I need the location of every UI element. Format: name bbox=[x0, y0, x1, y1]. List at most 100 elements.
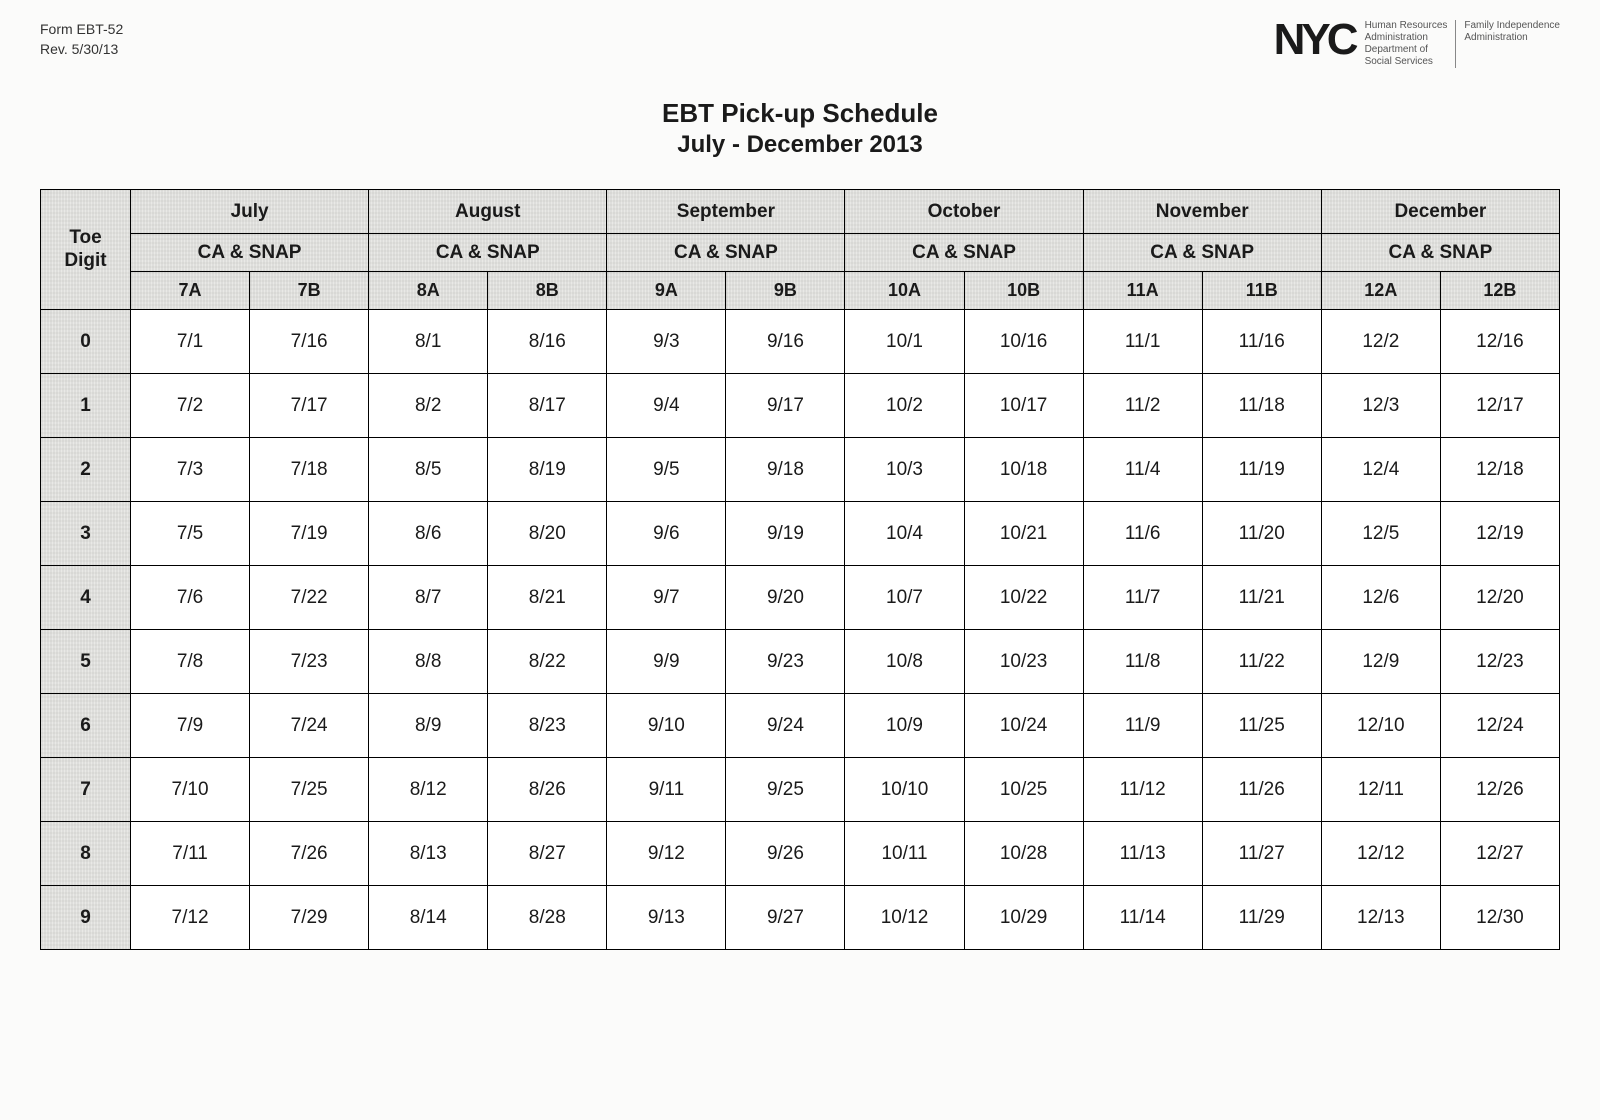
date-cell: 7/5 bbox=[131, 502, 250, 566]
date-cell: 12/12 bbox=[1321, 822, 1440, 886]
date-cell: 9/24 bbox=[726, 694, 845, 758]
date-cell: 9/7 bbox=[607, 566, 726, 630]
table-row: 37/57/198/68/209/69/1910/410/2111/611/20… bbox=[41, 502, 1560, 566]
date-cell: 10/2 bbox=[845, 374, 964, 438]
date-cell: 8/5 bbox=[369, 438, 488, 502]
dept-line: Human Resources bbox=[1365, 20, 1448, 32]
date-cell: 8/8 bbox=[369, 630, 488, 694]
program-header: CA & SNAP bbox=[369, 234, 607, 272]
date-cell: 7/2 bbox=[131, 374, 250, 438]
date-cell: 8/6 bbox=[369, 502, 488, 566]
date-cell: 8/27 bbox=[488, 822, 607, 886]
toe-digit-header: Toe Digit bbox=[41, 190, 131, 310]
date-cell: 9/17 bbox=[726, 374, 845, 438]
header-row-ab: 7A7B8A8B9A9B10A10B11A11B12A12B bbox=[41, 272, 1560, 310]
toe-digit-cell: 3 bbox=[41, 502, 131, 566]
date-cell: 9/20 bbox=[726, 566, 845, 630]
table-body: 07/17/168/18/169/39/1610/110/1611/111/16… bbox=[41, 310, 1560, 950]
toe-digit-cell: 9 bbox=[41, 886, 131, 950]
date-cell: 11/9 bbox=[1083, 694, 1202, 758]
date-cell: 10/8 bbox=[845, 630, 964, 694]
date-cell: 12/20 bbox=[1440, 566, 1559, 630]
period-b-header: 9B bbox=[726, 272, 845, 310]
date-cell: 10/29 bbox=[964, 886, 1083, 950]
date-cell: 8/19 bbox=[488, 438, 607, 502]
date-cell: 7/3 bbox=[131, 438, 250, 502]
date-cell: 10/18 bbox=[964, 438, 1083, 502]
date-cell: 12/24 bbox=[1440, 694, 1559, 758]
table-row: 57/87/238/88/229/99/2310/810/2311/811/22… bbox=[41, 630, 1560, 694]
date-cell: 7/10 bbox=[131, 758, 250, 822]
date-cell: 12/16 bbox=[1440, 310, 1559, 374]
date-cell: 10/3 bbox=[845, 438, 964, 502]
toe-digit-cell: 4 bbox=[41, 566, 131, 630]
date-cell: 8/7 bbox=[369, 566, 488, 630]
date-cell: 12/10 bbox=[1321, 694, 1440, 758]
page-header: Form EBT-52 Rev. 5/30/13 NYC Human Resou… bbox=[40, 20, 1560, 68]
date-cell: 10/7 bbox=[845, 566, 964, 630]
date-cell: 12/26 bbox=[1440, 758, 1559, 822]
title-line-1: EBT Pick-up Schedule bbox=[40, 98, 1560, 129]
date-cell: 8/9 bbox=[369, 694, 488, 758]
period-b-header: 8B bbox=[488, 272, 607, 310]
period-a-header: 10A bbox=[845, 272, 964, 310]
period-b-header: 11B bbox=[1202, 272, 1321, 310]
date-cell: 12/23 bbox=[1440, 630, 1559, 694]
table-row: 77/107/258/128/269/119/2510/1010/2511/12… bbox=[41, 758, 1560, 822]
date-cell: 12/30 bbox=[1440, 886, 1559, 950]
date-cell: 12/3 bbox=[1321, 374, 1440, 438]
date-cell: 7/18 bbox=[250, 438, 369, 502]
period-b-header: 12B bbox=[1440, 272, 1559, 310]
date-cell: 12/13 bbox=[1321, 886, 1440, 950]
date-cell: 11/27 bbox=[1202, 822, 1321, 886]
date-cell: 12/6 bbox=[1321, 566, 1440, 630]
toe-digit-cell: 7 bbox=[41, 758, 131, 822]
date-cell: 7/29 bbox=[250, 886, 369, 950]
date-cell: 8/2 bbox=[369, 374, 488, 438]
title-line-2: July - December 2013 bbox=[40, 131, 1560, 159]
date-cell: 9/10 bbox=[607, 694, 726, 758]
date-cell: 11/16 bbox=[1202, 310, 1321, 374]
date-cell: 10/21 bbox=[964, 502, 1083, 566]
date-cell: 9/19 bbox=[726, 502, 845, 566]
period-a-header: 8A bbox=[369, 272, 488, 310]
period-b-header: 7B bbox=[250, 272, 369, 310]
form-meta: Form EBT-52 Rev. 5/30/13 bbox=[40, 20, 123, 59]
date-cell: 10/1 bbox=[845, 310, 964, 374]
date-cell: 11/20 bbox=[1202, 502, 1321, 566]
month-header: July bbox=[131, 190, 369, 234]
toe-label-1: Toe bbox=[69, 227, 101, 248]
date-cell: 8/21 bbox=[488, 566, 607, 630]
table-row: 97/127/298/148/289/139/2710/1210/2911/14… bbox=[41, 886, 1560, 950]
date-cell: 9/26 bbox=[726, 822, 845, 886]
nyc-logo-icon: NYC bbox=[1274, 20, 1355, 60]
program-header: CA & SNAP bbox=[1083, 234, 1321, 272]
table-row: 07/17/168/18/169/39/1610/110/1611/111/16… bbox=[41, 310, 1560, 374]
period-a-header: 11A bbox=[1083, 272, 1202, 310]
period-a-header: 7A bbox=[131, 272, 250, 310]
header-row-program: CA & SNAPCA & SNAPCA & SNAPCA & SNAPCA &… bbox=[41, 234, 1560, 272]
date-cell: 12/9 bbox=[1321, 630, 1440, 694]
date-cell: 10/23 bbox=[964, 630, 1083, 694]
date-cell: 8/1 bbox=[369, 310, 488, 374]
header-row-months: Toe Digit JulyAugustSeptemberOctoberNove… bbox=[41, 190, 1560, 234]
toe-digit-cell: 1 bbox=[41, 374, 131, 438]
date-cell: 11/26 bbox=[1202, 758, 1321, 822]
date-cell: 9/13 bbox=[607, 886, 726, 950]
date-cell: 11/1 bbox=[1083, 310, 1202, 374]
table-header: Toe Digit JulyAugustSeptemberOctoberNove… bbox=[41, 190, 1560, 310]
date-cell: 11/13 bbox=[1083, 822, 1202, 886]
date-cell: 9/18 bbox=[726, 438, 845, 502]
date-cell: 8/12 bbox=[369, 758, 488, 822]
toe-digit-cell: 5 bbox=[41, 630, 131, 694]
toe-digit-cell: 2 bbox=[41, 438, 131, 502]
date-cell: 7/6 bbox=[131, 566, 250, 630]
date-cell: 7/11 bbox=[131, 822, 250, 886]
table-row: 87/117/268/138/279/129/2610/1110/2811/13… bbox=[41, 822, 1560, 886]
month-header: September bbox=[607, 190, 845, 234]
date-cell: 11/25 bbox=[1202, 694, 1321, 758]
date-cell: 9/25 bbox=[726, 758, 845, 822]
page-title: EBT Pick-up Schedule July - December 201… bbox=[40, 98, 1560, 159]
month-header: August bbox=[369, 190, 607, 234]
date-cell: 11/22 bbox=[1202, 630, 1321, 694]
